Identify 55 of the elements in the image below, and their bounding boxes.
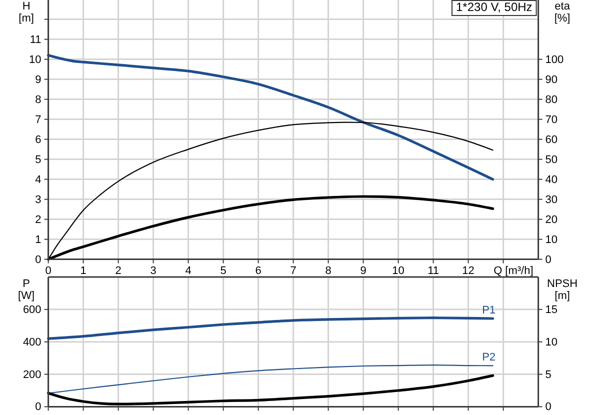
x-tick-label: 6	[255, 265, 262, 278]
y-axis-title: H [m]	[18, 0, 34, 24]
y2-tick-label: 50	[545, 154, 558, 166]
x-tick-label: 1	[80, 265, 86, 278]
y2-tick-label: 80	[545, 94, 558, 106]
y-tick-label: 10	[29, 54, 42, 66]
x-tick-label: 11	[428, 265, 440, 278]
y-tick-label: 1	[35, 234, 42, 246]
y2-tick-label: 30	[545, 194, 558, 206]
y2-tick-label: 40	[545, 174, 558, 186]
y2-tick-label: 15	[545, 304, 558, 316]
chart-title: 1*230 V, 50Hz	[456, 0, 532, 14]
series-label: P1	[482, 304, 496, 317]
y-tick-label: 0	[35, 254, 42, 266]
x-tick-label: 0	[45, 265, 52, 278]
y2-tick-label: 0	[545, 254, 552, 266]
y-tick-label: 6	[35, 134, 42, 146]
y-tick-label: 400	[22, 336, 42, 348]
x-tick-label: 7	[290, 265, 296, 278]
y-tick-label: 7	[35, 114, 42, 126]
y2-tick-label: 60	[545, 134, 558, 146]
y2-tick-label: 70	[545, 114, 558, 126]
y-axis-title: P [W]	[18, 278, 35, 302]
y-tick-label: 8	[35, 94, 42, 106]
y-tick-label: 600	[22, 304, 42, 316]
x-tick-label: 4	[185, 265, 192, 278]
y-tick-label: 3	[35, 194, 42, 206]
y-tick-label: 5	[35, 154, 42, 166]
x-tick-label: 9	[360, 265, 366, 278]
x-tick-label: 10	[392, 265, 404, 278]
x-axis-title: Q [m³/h]	[494, 265, 534, 278]
y2-tick-label: 100	[545, 54, 564, 66]
line-series	[47, 374, 494, 406]
x-tick-label: 3	[150, 265, 156, 278]
x-tick-label: 12	[462, 265, 474, 278]
y2-tick-label: 20	[545, 214, 558, 226]
y2-tick-label: 0	[545, 401, 552, 414]
y2-tick-label: 90	[545, 74, 558, 86]
y2-axis-title: NPSH [m]	[547, 278, 578, 302]
y2-tick-label: 5	[545, 368, 552, 381]
y2-tick-label: 10	[545, 234, 558, 246]
y-tick-label: 4	[35, 174, 42, 186]
x-tick-label: 5	[220, 265, 226, 278]
series-label: P2	[482, 352, 496, 364]
line-series	[47, 54, 494, 181]
y-tick-label: 9	[35, 74, 42, 86]
line-series	[47, 316, 494, 340]
y2-tick-label: 10	[545, 336, 558, 348]
x-tick-label: 2	[115, 265, 122, 278]
y2-axis-title: eta [%]	[554, 0, 571, 24]
y-tick-label: 200	[22, 368, 42, 381]
y-tick-label: 2	[35, 214, 42, 226]
y-tick-label: 11	[30, 34, 42, 46]
y-tick-label: 0	[35, 401, 42, 414]
x-tick-label: 8	[325, 265, 332, 278]
